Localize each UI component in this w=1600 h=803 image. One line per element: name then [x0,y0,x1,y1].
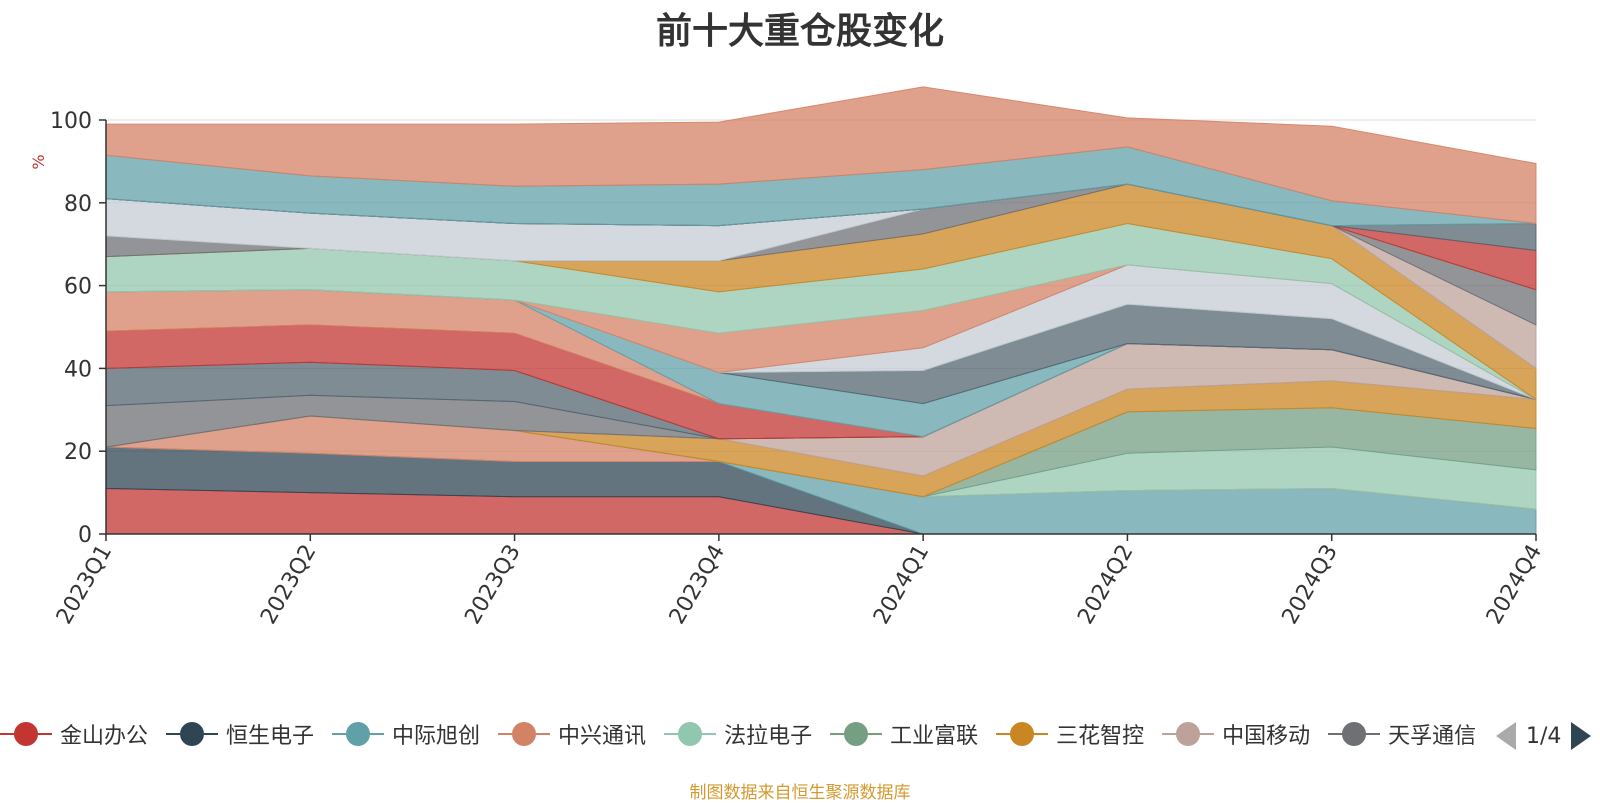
stacked-areas [105,86,1537,535]
legend-marker-icon [830,722,883,746]
legend-page-indicator: 1/4 [1526,723,1562,749]
legend-label: 中国移动 [1222,724,1311,749]
y-tick-label: 100 [50,109,92,134]
legend-item[interactable]: 法拉电子 [664,714,812,754]
legend-prev-arrow-icon[interactable] [1496,722,1516,750]
x-tick-label: 2024Q4 [1482,541,1547,629]
x-tick-label: 2023Q2 [256,541,321,629]
x-tick-label: 2024Q2 [1073,541,1138,629]
legend-item[interactable]: 工业富联 [830,714,978,754]
legend-marker-icon [498,722,551,746]
legend-marker-icon [0,722,52,746]
legend: 金山办公 恒生电子 中际旭创 中兴通讯 法拉电子 工业富联 三花智控 中国移动 天孚通信 [0,714,1500,754]
legend-label: 中兴通讯 [558,724,647,749]
legend-item[interactable]: 恒生电子 [166,714,314,754]
legend-marker-icon [664,722,717,746]
x-tick-label: 2023Q1 [52,541,117,629]
legend-item[interactable]: 中兴通讯 [498,714,646,754]
x-tick-label: 2023Q4 [665,541,730,629]
legend-label: 法拉电子 [724,724,813,749]
legend-item[interactable]: 三花智控 [996,714,1144,754]
legend-item[interactable]: 天孚通信 [1328,714,1476,754]
legend-marker-icon [332,722,385,746]
legend-label: 工业富联 [890,724,979,749]
y-axis-label: % [29,154,48,169]
legend-item[interactable]: 中际旭创 [332,714,480,754]
legend-label: 恒生电子 [226,724,315,749]
legend-item[interactable]: 金山办公 [0,714,148,754]
legend-marker-icon [1162,722,1215,746]
legend-label: 金山办公 [60,724,149,749]
y-tick-label: 20 [64,440,92,465]
legend-marker-icon [1328,722,1381,746]
y-tick-label: 80 [64,192,92,217]
legend-label: 中际旭创 [392,724,481,749]
x-tick-label: 2024Q1 [869,541,934,629]
source-note: 制图数据来自恒生聚源数据库 [689,783,911,803]
area-series [105,86,1537,225]
legend-item[interactable]: 中国移动 [1162,714,1310,754]
x-tick-label: 2023Q3 [460,541,525,629]
legend-label: 三花智控 [1056,724,1145,749]
legend-pager: 1/4 [1496,718,1592,754]
y-tick-label: 0 [78,523,92,548]
legend-marker-icon [166,722,219,746]
legend-next-arrow-icon[interactable] [1571,722,1592,750]
x-tick-label: 2024Q3 [1278,541,1343,629]
legend-marker-icon [996,722,1049,746]
chart-title: 前十大重仓股变化 [655,11,944,52]
legend-label: 天孚通信 [1388,724,1477,749]
y-tick-label: 60 [64,275,92,300]
y-tick-label: 40 [64,357,92,382]
